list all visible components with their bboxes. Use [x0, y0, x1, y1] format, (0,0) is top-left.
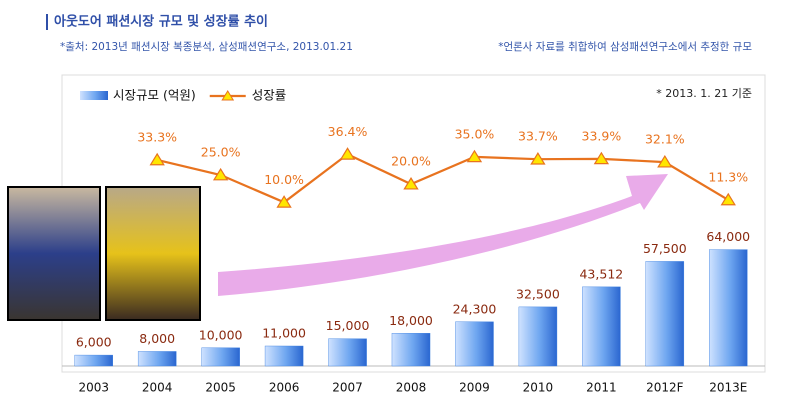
x-tick-label: 2006 [269, 381, 300, 395]
line [156, 153, 729, 204]
bar [74, 354, 113, 367]
bar [645, 261, 685, 367]
bar [709, 249, 748, 367]
x-tick-label: 2009 [459, 381, 490, 395]
x-tick-label: 2007 [332, 381, 363, 395]
line-value-label: 32.1% [645, 132, 685, 147]
legend-marker [221, 90, 235, 101]
note: *언론사 자료를 취합하여 삼성패션연구소에서 추정한 규모 [498, 40, 752, 53]
x-tick-label: 2004 [142, 381, 173, 395]
bar-value-label: 32,500 [516, 286, 560, 301]
bar [264, 345, 304, 367]
line-value-label: 33.3% [137, 129, 177, 144]
growth-arrow [218, 174, 668, 296]
x-tick-label: 2012F [646, 381, 684, 395]
legend-swatch [80, 91, 108, 100]
legend-label: 성장률 [252, 88, 287, 103]
bar [518, 306, 558, 367]
bar-value-label: 10,000 [199, 327, 243, 342]
line-value-label: 10.0% [264, 172, 304, 187]
x-tick-label: 2013E [709, 381, 747, 395]
legend: 시장규모 (억원) 성장률 [80, 88, 286, 103]
bar-value-label: 8,000 [139, 331, 175, 346]
bar-value-label: 64,000 [706, 229, 750, 244]
bar [201, 347, 240, 367]
photo [7, 186, 101, 321]
line-marker [593, 151, 610, 165]
line-value-label: 25.0% [201, 145, 241, 160]
x-tick-label: 2003 [78, 381, 109, 395]
bar-value-label: 24,300 [453, 301, 497, 316]
line-value-label: 35.0% [455, 126, 495, 141]
line-marker [276, 195, 292, 208]
line-marker [657, 154, 673, 168]
title-bar [46, 14, 48, 30]
line-marker [149, 152, 165, 166]
line-value-label: 33.7% [518, 129, 558, 144]
bar-value-label: 6,000 [76, 335, 112, 350]
photo [105, 186, 201, 321]
line-value-label: 33.9% [582, 128, 622, 143]
bar [328, 338, 367, 367]
line-marker [530, 152, 546, 165]
line-marker [403, 176, 419, 190]
bar [582, 286, 621, 367]
bar-value-label: 43,512 [579, 266, 623, 281]
chart-title: 아웃도어 패션시장 규모 및 성장률 추이 [54, 14, 268, 30]
bar [455, 321, 494, 367]
line-marker [212, 167, 229, 181]
annotation: * 2013. 1. 21 기준 [656, 87, 752, 100]
bar-value-label: 18,000 [389, 313, 433, 328]
line-value-label: 36.4% [328, 124, 368, 139]
bar-value-label: 11,000 [262, 325, 306, 340]
bar-value-label: 57,500 [643, 241, 687, 256]
line-value-label: 20.0% [391, 154, 431, 169]
subtitle: *출처: 2013년 패션시장 복종분석, 삼성패션연구소, 2013.01.2… [60, 41, 353, 53]
bar [137, 351, 177, 367]
line-marker [339, 147, 356, 160]
x-tick-label: 2010 [523, 381, 554, 395]
x-tick-label: 2005 [205, 381, 236, 395]
line-marker [720, 192, 736, 206]
line-marker [466, 149, 483, 163]
x-tick-label: 2011 [586, 381, 617, 395]
bar [391, 333, 431, 367]
bar-value-label: 15,000 [326, 318, 370, 333]
legend-label: 시장규모 (억원) [113, 88, 196, 103]
x-tick-label: 2008 [396, 381, 427, 395]
line-value-label: 11.3% [708, 169, 748, 184]
